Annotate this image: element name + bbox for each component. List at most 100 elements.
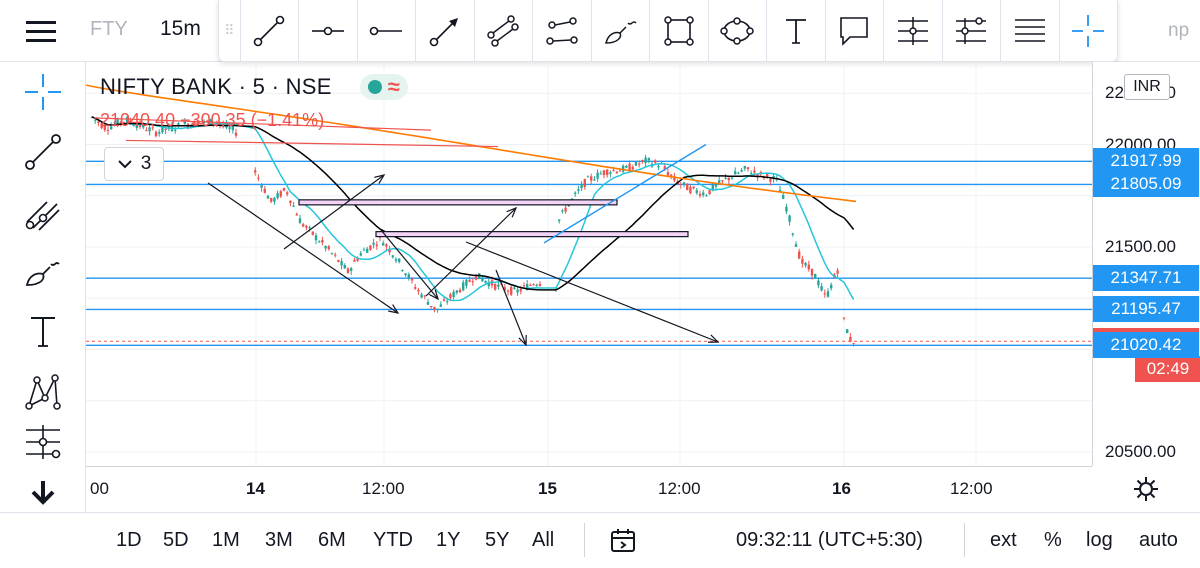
candle-body	[599, 173, 602, 175]
crosshair-icon[interactable]	[0, 62, 86, 122]
fib-retracement-icon[interactable]	[1000, 0, 1058, 62]
candle-body	[721, 180, 724, 182]
candle-body	[807, 264, 810, 270]
candle-body	[337, 259, 340, 262]
candle-body	[401, 270, 404, 272]
time-tick-label: 14	[246, 479, 265, 498]
percent-scale-toggle[interactable]: %	[1044, 529, 1062, 551]
candle-body	[590, 176, 593, 181]
price-axis[interactable]: 22250.0022000.0021500.0020500.0021917.99…	[1092, 62, 1200, 466]
candle-body	[286, 192, 289, 195]
candle-body	[311, 231, 314, 235]
candle-body	[151, 127, 154, 129]
long-position-icon[interactable]	[883, 0, 941, 62]
log-scale-toggle[interactable]: log	[1086, 529, 1113, 551]
candle-body	[638, 163, 641, 165]
level-price-badge: 21020.42	[1093, 332, 1199, 359]
rectangle-icon[interactable]	[649, 0, 707, 62]
menu-icon[interactable]	[18, 14, 64, 48]
candle-body	[436, 308, 439, 310]
candle-body	[641, 159, 644, 161]
candle-body	[593, 179, 596, 181]
candle-body	[407, 274, 410, 279]
range-3m[interactable]: 3M	[265, 529, 293, 551]
candle-body	[513, 287, 516, 289]
candle-body	[695, 190, 698, 193]
candle-body	[343, 265, 346, 269]
chart-pane[interactable]	[86, 62, 1092, 466]
drawing-toolbar: ⠿	[218, 0, 1118, 62]
candle-body	[100, 123, 103, 129]
goto-date-icon[interactable]	[606, 525, 640, 557]
candle-body	[324, 245, 327, 249]
candle-body	[730, 177, 734, 179]
symbol-title[interactable]: NIFTY BANK · 5 · NSE	[100, 74, 332, 99]
candle-body	[273, 197, 276, 202]
range-1d[interactable]: 1D	[116, 529, 142, 551]
range-5y[interactable]: 5Y	[485, 529, 510, 551]
candle-body	[791, 233, 794, 235]
time-tick-label: 16	[832, 479, 851, 498]
candle-body	[753, 170, 756, 173]
candle-body	[836, 270, 839, 274]
interval-selector[interactable]: 15m	[160, 17, 201, 40]
candle-body	[276, 193, 279, 199]
drag-handle-icon[interactable]: ⠿	[224, 22, 235, 38]
arrow-head	[506, 206, 518, 218]
extended-hours-toggle[interactable]: ext	[990, 529, 1017, 551]
horizontal-line-icon[interactable]	[356, 0, 415, 62]
short-position-icon[interactable]	[941, 0, 1000, 62]
trend-line-icon[interactable]	[0, 122, 86, 182]
text-icon[interactable]	[0, 302, 86, 362]
trend-line-blue	[543, 143, 707, 244]
candle-body	[334, 254, 337, 256]
top-toolbar: FTY 15m ⠿ np	[0, 0, 1200, 62]
parallel-channel-icon[interactable]	[473, 0, 532, 62]
range-1m[interactable]: 1M	[212, 529, 240, 551]
range-all[interactable]: All	[532, 529, 555, 551]
brush-icon[interactable]	[0, 242, 86, 302]
range-ytd[interactable]: YTD	[373, 529, 413, 551]
callout-icon[interactable]	[824, 0, 883, 62]
candle-body	[506, 290, 510, 292]
candle-body	[254, 170, 257, 173]
range-1y[interactable]: 1Y	[436, 529, 461, 551]
settings-gear-icon[interactable]	[1092, 466, 1200, 512]
trend-line-icon[interactable]	[239, 0, 298, 62]
brush-icon[interactable]	[590, 0, 649, 62]
long-position-icon[interactable]	[0, 412, 86, 472]
currency-label[interactable]: INR	[1124, 74, 1170, 100]
ellipse-icon[interactable]	[707, 0, 766, 62]
text-tool-icon[interactable]	[766, 0, 824, 62]
range-6m[interactable]: 6M	[318, 529, 346, 551]
horizontal-ray-icon[interactable]	[298, 0, 356, 62]
candle-body	[529, 284, 532, 286]
indicators-toggle[interactable]: 3	[104, 147, 164, 181]
arrow-line	[207, 182, 399, 314]
candle-body	[196, 122, 199, 127]
symbol-short[interactable]: FTY	[90, 18, 128, 40]
arrow-icon[interactable]	[415, 0, 473, 62]
candle-body	[823, 293, 826, 295]
path-icon[interactable]	[532, 0, 590, 62]
indicators-count: 3	[140, 153, 152, 174]
clock-timezone[interactable]: 09:32:11 (UTC+5:30)	[736, 529, 923, 551]
candle-body	[257, 177, 260, 179]
pitchfork-icon[interactable]	[0, 182, 86, 242]
ohlc-quote: 21040.40 −300.35 (−1.41%)	[100, 110, 325, 130]
candle-body	[583, 179, 586, 188]
xabcd-pattern-icon[interactable]	[0, 362, 86, 422]
candle-body	[519, 289, 522, 292]
market-status-pill[interactable]: ≈	[359, 74, 408, 100]
chart-canvas[interactable]	[86, 62, 1092, 466]
candle-body	[644, 157, 647, 163]
crosshair-tool-icon[interactable]	[1058, 0, 1117, 62]
candle-body	[615, 171, 618, 174]
supply-zone-rect	[298, 199, 618, 206]
auto-scale-toggle[interactable]: auto	[1139, 529, 1178, 551]
time-axis[interactable]: 00 14 12:00 15 12:00 16 12:00	[86, 466, 1092, 512]
arrow-down-icon[interactable]	[0, 462, 86, 522]
range-5d[interactable]: 5D	[163, 529, 189, 551]
candle-body	[852, 342, 855, 344]
